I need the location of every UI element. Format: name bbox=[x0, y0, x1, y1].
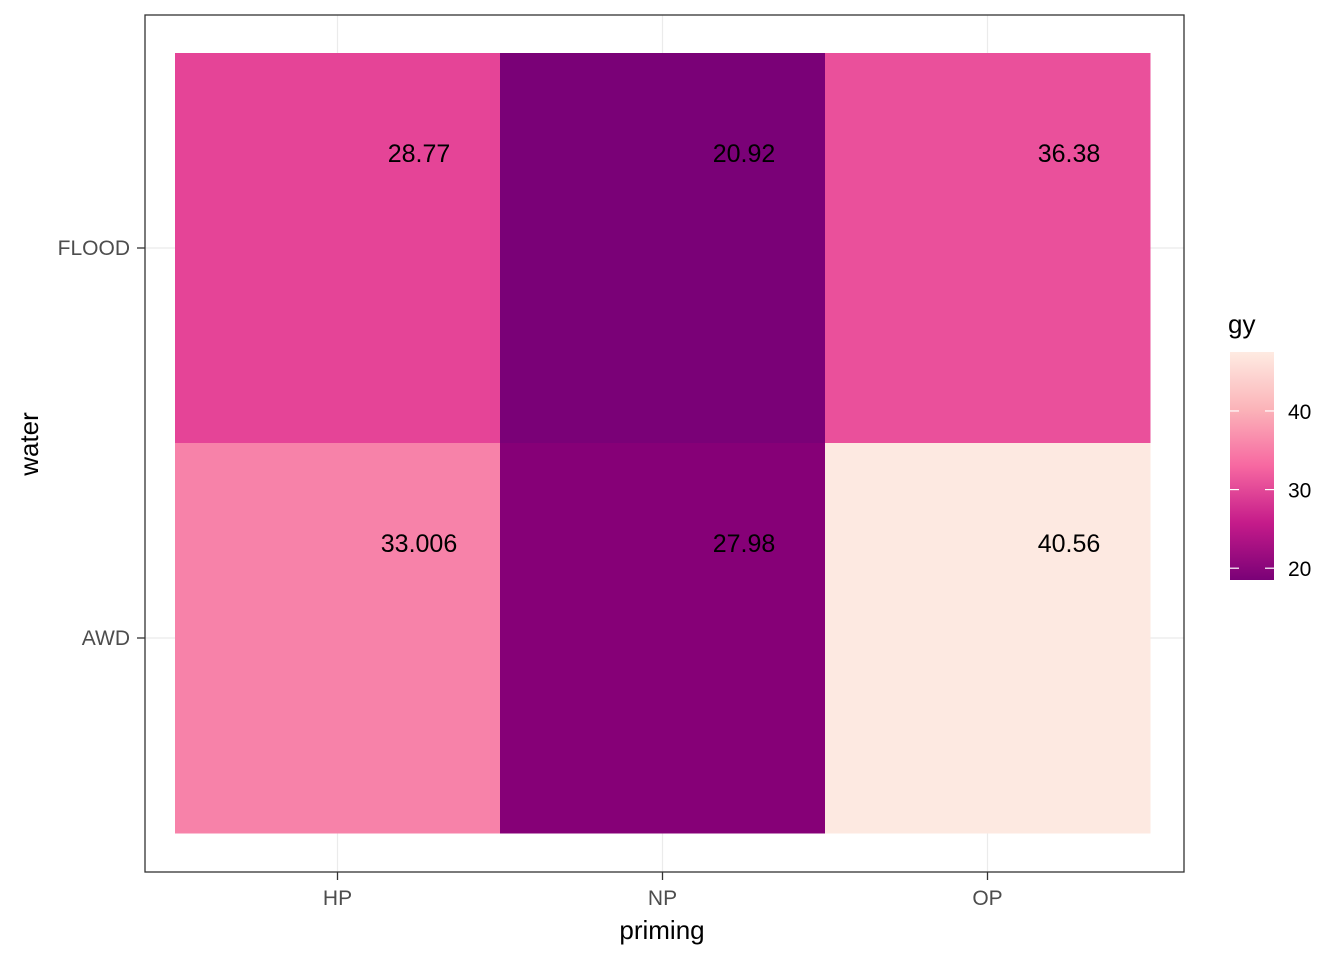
heatmap-cell-op-flood bbox=[825, 53, 1151, 444]
cell-value-label: 36.38 bbox=[1038, 140, 1101, 168]
x-axis-title: priming bbox=[619, 915, 704, 945]
legend-title: gy bbox=[1228, 309, 1255, 339]
heatmap-cell-hp-flood bbox=[175, 53, 501, 444]
legend-colorbar bbox=[1230, 352, 1274, 580]
heatmap-cell-np-awd bbox=[500, 443, 826, 834]
legend-ticks: 20 30 40 bbox=[1230, 401, 1311, 581]
cell-value-label: 40.56 bbox=[1038, 530, 1101, 558]
y-axis-title: water bbox=[14, 412, 44, 477]
cell-value-label: 20.92 bbox=[713, 140, 776, 168]
heatmap-cell-hp-awd bbox=[175, 443, 501, 834]
cell-value-label: 27.98 bbox=[713, 530, 776, 558]
heatmap-cell-op-awd bbox=[825, 443, 1151, 834]
legend-tick-label: 20 bbox=[1288, 558, 1311, 581]
x-tick-label: OP bbox=[972, 887, 1002, 910]
heatmap-cell-np-flood bbox=[500, 53, 826, 444]
panel-border bbox=[144, 14, 1185, 873]
heatmap-cells bbox=[175, 53, 1151, 834]
cell-labels: 28.77 20.92 36.38 33.006 27.98 40.56 bbox=[381, 140, 1101, 558]
legend-tick-label: 30 bbox=[1288, 480, 1311, 503]
legend-tick-label: 40 bbox=[1288, 401, 1311, 424]
y-tick-label: FLOOD bbox=[58, 237, 130, 260]
y-axis-ticks: AWD FLOOD bbox=[58, 237, 145, 650]
y-tick-label: AWD bbox=[82, 627, 130, 650]
x-tick-label: NP bbox=[648, 887, 677, 910]
cell-value-label: 28.77 bbox=[388, 140, 451, 168]
x-tick-label: HP bbox=[323, 887, 352, 910]
legend: gy 20 30 40 bbox=[1228, 309, 1311, 581]
cell-value-label: 33.006 bbox=[381, 530, 457, 558]
x-axis-ticks: HP NP OP bbox=[323, 872, 1003, 910]
